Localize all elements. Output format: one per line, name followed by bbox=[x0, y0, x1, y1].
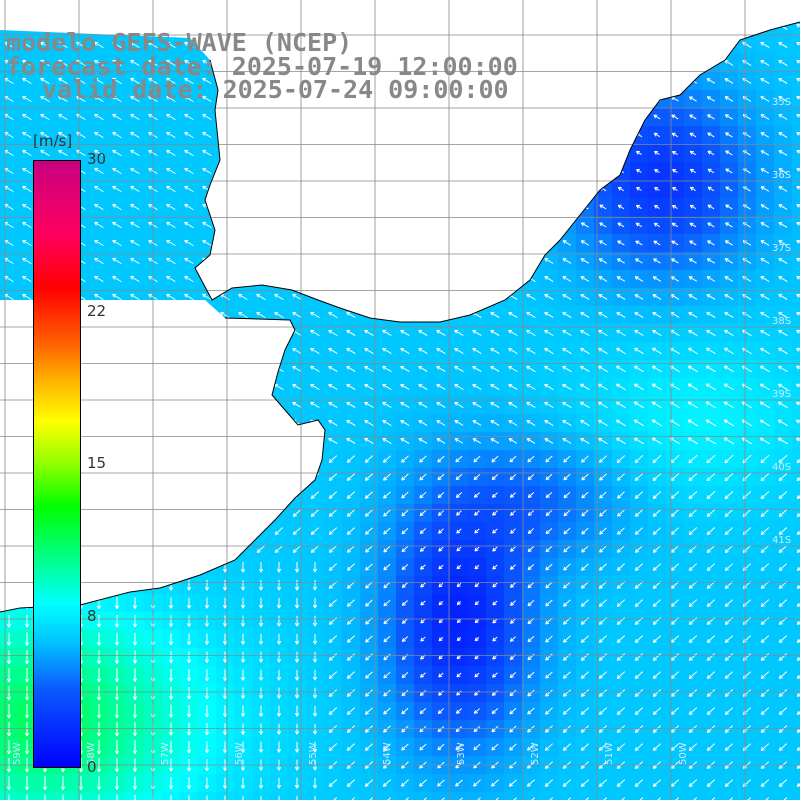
wind-speed-cell bbox=[792, 90, 800, 109]
wind-speed-cell bbox=[792, 540, 800, 559]
wind-speed-cell bbox=[792, 702, 800, 721]
wind-speed-cell bbox=[792, 378, 800, 397]
wind-speed-cell bbox=[792, 630, 800, 649]
lon-label: 56W bbox=[234, 742, 245, 765]
wind-speed-cell bbox=[702, 792, 721, 800]
wind-speed-cell bbox=[720, 792, 739, 800]
wind-speed-cell bbox=[792, 288, 800, 307]
colorbar-units: [m/s] bbox=[33, 132, 73, 150]
wind-speed-cell bbox=[792, 54, 800, 73]
wind-speed-cell bbox=[792, 504, 800, 523]
wind-speed-cell bbox=[792, 612, 800, 631]
wind-speed-cell bbox=[378, 792, 397, 800]
wind-speed-cell bbox=[792, 270, 800, 289]
lon-label: 52W bbox=[530, 742, 541, 765]
wind-speed-cell bbox=[486, 792, 505, 800]
wind-speed-cell bbox=[792, 414, 800, 433]
wind-speed-cell bbox=[792, 720, 800, 739]
wind-speed-cell bbox=[504, 792, 523, 800]
wind-speed-cell bbox=[792, 684, 800, 703]
colorbar-tick-22: 22 bbox=[87, 302, 107, 320]
wind-speed-cell bbox=[522, 792, 541, 800]
wind-speed-cell bbox=[792, 216, 800, 235]
wind-speed-cell bbox=[792, 774, 800, 793]
wind-speed-cell bbox=[792, 198, 800, 217]
lat-label: 39S bbox=[772, 389, 791, 400]
wind-speed-cell bbox=[792, 360, 800, 379]
wind-speed-cell bbox=[792, 666, 800, 685]
colorbar bbox=[33, 160, 81, 768]
wind-speed-cell bbox=[792, 792, 800, 800]
wind-speed-cell bbox=[792, 18, 800, 37]
wind-speed-cell bbox=[792, 36, 800, 55]
wind-speed-cell bbox=[684, 792, 703, 800]
wind-speed-cell bbox=[630, 792, 649, 800]
wind-speed-cell bbox=[792, 126, 800, 145]
wind-speed-cell bbox=[558, 792, 577, 800]
colorbar-tick-15: 15 bbox=[87, 454, 107, 472]
lon-label: 57W bbox=[160, 742, 171, 765]
wind-speed-cell bbox=[792, 180, 800, 199]
wind-speed-cell bbox=[792, 522, 800, 541]
wind-speed-cell bbox=[792, 432, 800, 451]
wind-speed-cell bbox=[792, 396, 800, 415]
lon-label: 53W bbox=[456, 742, 467, 765]
lon-label: 59W bbox=[12, 742, 23, 765]
lat-label: 36S bbox=[772, 170, 791, 181]
wind-speed-cell bbox=[792, 738, 800, 757]
wind-speed-cell bbox=[792, 594, 800, 613]
wind-speed-cell bbox=[540, 792, 559, 800]
wind-speed-cell bbox=[396, 792, 415, 800]
wind-speed-cell bbox=[450, 792, 469, 800]
lon-label: 51W bbox=[604, 742, 615, 765]
wind-speed-cell bbox=[792, 252, 800, 271]
wind-speed-cell bbox=[756, 792, 775, 800]
wind-speed-cell bbox=[432, 792, 451, 800]
wind-speed-cell bbox=[738, 792, 757, 800]
colorbar-tick-0: 0 bbox=[87, 758, 97, 776]
lat-label: 40S bbox=[772, 462, 791, 473]
wind-speed-cell bbox=[576, 792, 595, 800]
wind-speed-cell bbox=[792, 576, 800, 595]
wind-speed-cell bbox=[666, 792, 685, 800]
wind-speed-cell bbox=[648, 792, 667, 800]
wind-speed-cell bbox=[792, 72, 800, 91]
wind-speed-cell bbox=[792, 324, 800, 343]
wind-speed-cell bbox=[414, 792, 433, 800]
colorbar-tick-8: 8 bbox=[87, 607, 97, 625]
wind-speed-cell bbox=[612, 792, 631, 800]
wind-speed-cell bbox=[792, 342, 800, 361]
lon-label: 50W bbox=[678, 742, 689, 765]
valid-date: valid date: 2025-07-24 09:00:00 bbox=[42, 75, 509, 104]
wind-speed-cell bbox=[324, 792, 343, 800]
wind-speed-cell bbox=[468, 792, 487, 800]
wind-speed-cell bbox=[792, 468, 800, 487]
wind-speed-cell bbox=[792, 558, 800, 577]
wind-speed-cell bbox=[360, 792, 379, 800]
lon-label: 55W bbox=[308, 742, 319, 765]
wind-speed-cell bbox=[792, 648, 800, 667]
wind-speed-cell bbox=[792, 162, 800, 181]
colorbar-tick-30: 30 bbox=[87, 150, 107, 168]
wind-speed-cell bbox=[792, 450, 800, 469]
lat-label: 37S bbox=[772, 243, 791, 254]
wind-speed-cell bbox=[774, 792, 793, 800]
wind-speed-cell bbox=[792, 486, 800, 505]
lat-label: 38S bbox=[772, 316, 791, 327]
wind-speed-cell bbox=[792, 306, 800, 325]
lon-label: 54W bbox=[382, 742, 393, 765]
wind-speed-cell bbox=[792, 234, 800, 253]
lat-label: 41S bbox=[772, 535, 791, 546]
lat-label: 35S bbox=[772, 97, 791, 108]
wind-speed-cell bbox=[792, 108, 800, 127]
wind-speed-cell bbox=[792, 144, 800, 163]
wind-speed-cell bbox=[342, 792, 361, 800]
